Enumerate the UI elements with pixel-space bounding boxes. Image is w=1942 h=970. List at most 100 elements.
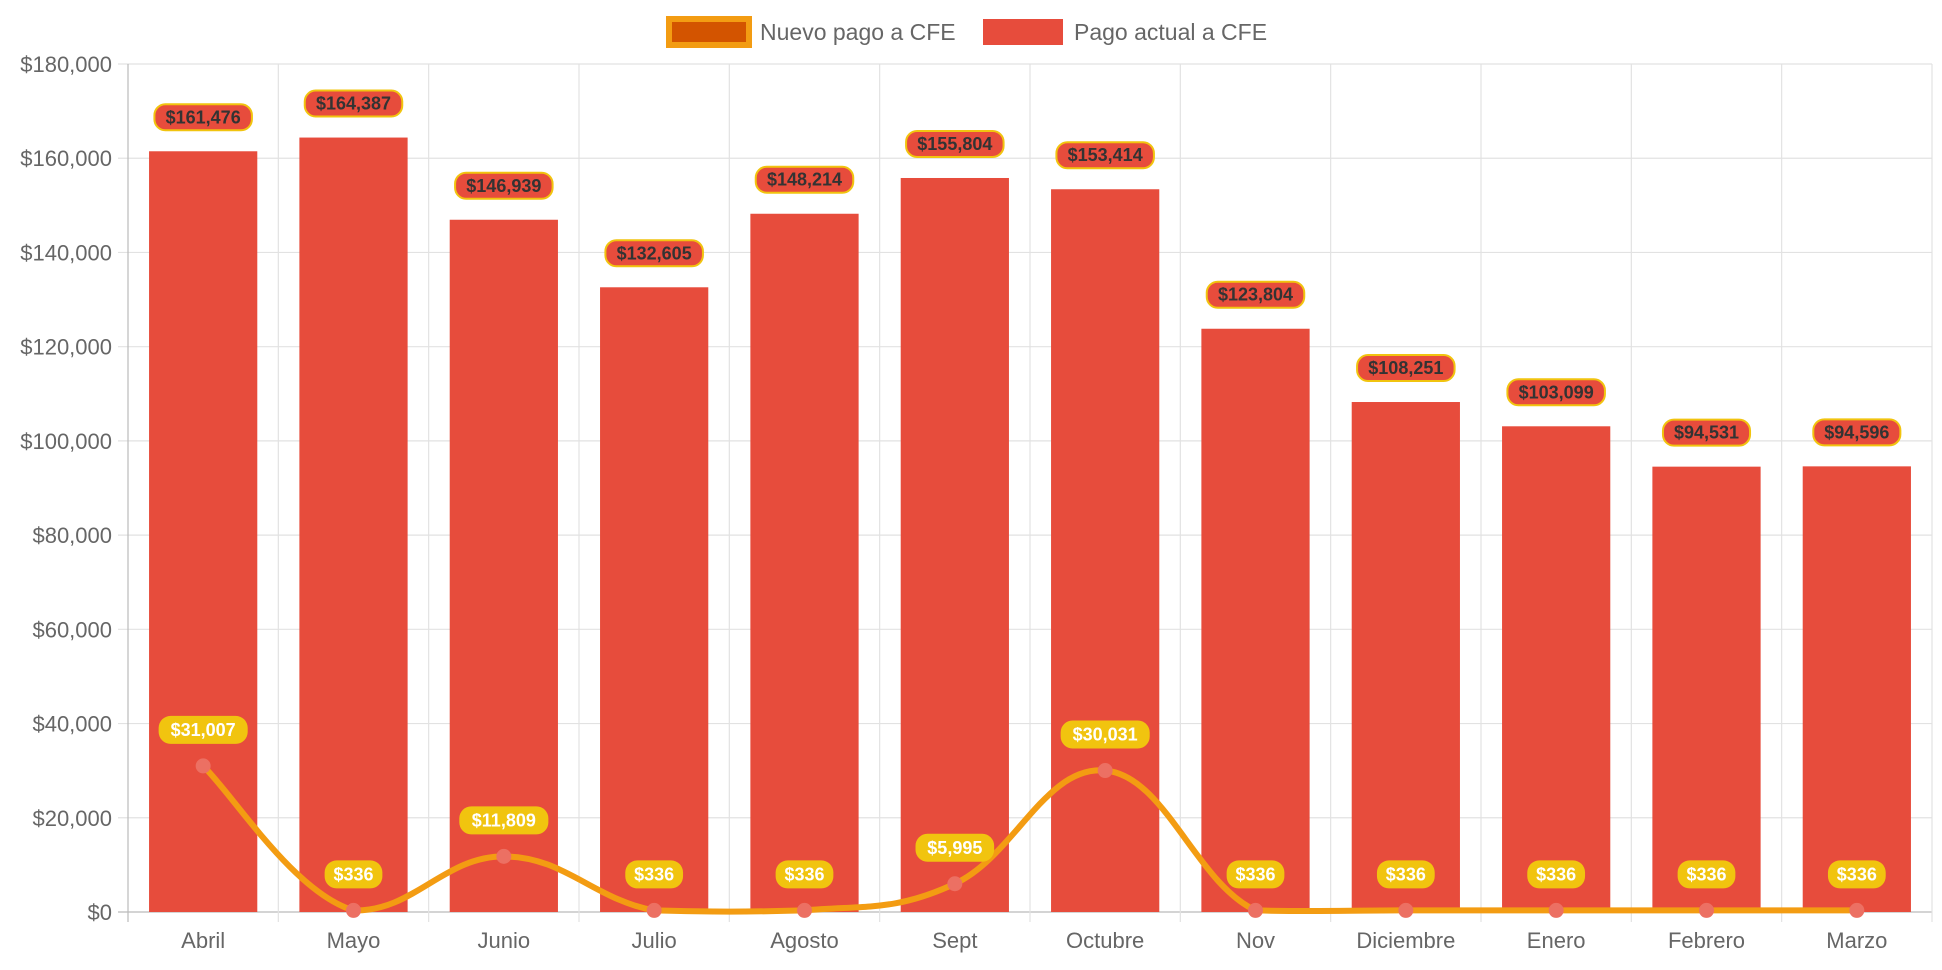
line-point[interactable] (797, 902, 812, 918)
x-tick-label: Diciembre (1356, 928, 1455, 953)
x-tick-label: Enero (1527, 928, 1586, 953)
bar-data-label: $155,804 (917, 134, 992, 154)
line-data-label: $5,995 (927, 838, 982, 858)
line-point[interactable] (947, 876, 963, 892)
bar-data-label: $123,804 (1218, 285, 1293, 305)
bar-label-bg (1506, 378, 1606, 407)
line-point[interactable] (1248, 902, 1263, 918)
y-tick-label: $80,000 (32, 523, 112, 548)
bar-label-bg (754, 165, 855, 194)
line-label-bg (775, 860, 834, 889)
bar-label-bg (454, 171, 554, 200)
legend-swatch-line[interactable] (666, 16, 752, 48)
line-point[interactable] (1398, 902, 1414, 918)
x-tick-label: Agosto (770, 928, 839, 953)
x-tick-label: Junio (478, 928, 531, 953)
line-data-label: $11,809 (472, 810, 536, 830)
line-data-label: $336 (1235, 864, 1275, 884)
line-label-bg (1827, 860, 1886, 889)
y-tick-label: $180,000 (20, 52, 112, 77)
bar[interactable] (1051, 189, 1160, 912)
line-data-label: $31,007 (171, 720, 236, 740)
bar-data-label: $94,531 (1674, 423, 1739, 443)
line-label-bg (459, 806, 549, 835)
legend-label-line[interactable]: Nuevo pago a CFE (760, 19, 956, 45)
grid-lines (118, 63, 1933, 922)
bar[interactable] (1502, 426, 1611, 912)
line-data-label: $336 (333, 864, 373, 884)
x-axis: Abril Mayo Junio Julio Agosto Sept Octubre Nov D… (181, 928, 1887, 953)
line-series (195, 758, 1865, 918)
line-label-bg (1376, 860, 1435, 889)
bar[interactable] (1351, 402, 1460, 912)
bar-label-bg (604, 239, 704, 268)
line-label-bg (625, 860, 684, 889)
x-tick-label: Octubre (1066, 928, 1144, 953)
bar[interactable] (149, 151, 258, 912)
line-point[interactable] (646, 902, 662, 918)
bar-data-label: $108,251 (1368, 358, 1443, 378)
line-label-bg (1060, 720, 1150, 749)
legend-label-bar[interactable]: Pago actual a CFE (1074, 19, 1267, 45)
y-tick-label: $20,000 (32, 806, 112, 831)
bar-data-label: $164,387 (316, 94, 391, 114)
line-data-label: $336 (1837, 864, 1877, 884)
x-tick-label: Mayo (327, 928, 381, 953)
x-tick-label: Julio (632, 928, 677, 953)
bar-data-label: $153,414 (1068, 145, 1143, 165)
x-tick-label: Marzo (1826, 928, 1887, 953)
bar[interactable] (449, 219, 558, 913)
bar-label-bg (905, 129, 1005, 158)
x-tick-label: Nov (1236, 928, 1275, 953)
bar-label-bg (303, 89, 404, 118)
bar[interactable] (299, 137, 408, 913)
line-data-label: $336 (1536, 864, 1576, 884)
line-point[interactable] (496, 848, 512, 864)
bar[interactable] (1201, 328, 1310, 912)
line-point[interactable] (1699, 902, 1714, 918)
bar-data-label: $132,605 (617, 243, 692, 263)
line-label-bg (324, 860, 383, 889)
bar-label-bg (1661, 418, 1752, 447)
line-data-label: $336 (784, 864, 824, 884)
bar[interactable] (750, 213, 859, 912)
bar-data-label: $103,099 (1519, 382, 1594, 402)
x-tick-label: Febrero (1668, 928, 1745, 953)
bar[interactable] (1802, 466, 1911, 912)
bar-data-label: $161,476 (166, 107, 241, 127)
y-tick-label: $0 (88, 900, 112, 925)
line-point[interactable] (1548, 902, 1564, 918)
y-tick-label: $160,000 (20, 146, 112, 171)
line-data-label: $30,031 (1073, 725, 1138, 745)
x-tick-label: Abril (181, 928, 225, 953)
bar[interactable] (900, 177, 1009, 912)
legend-swatch-bar[interactable] (983, 19, 1063, 45)
line-data-label: $336 (1686, 864, 1726, 884)
bar-label-bg (1812, 418, 1902, 447)
bar-label-bg (1055, 141, 1155, 170)
line-point[interactable] (195, 758, 211, 774)
line-point[interactable] (1097, 763, 1113, 779)
legend: Nuevo pago a CFE Pago actual a CFE (666, 16, 1267, 48)
line-data-label: $336 (1386, 864, 1426, 884)
y-tick-label: $60,000 (32, 617, 112, 642)
bar-data-label: $148,214 (767, 170, 842, 190)
bar[interactable] (600, 287, 709, 913)
line-label-bg (1527, 860, 1586, 889)
y-axis: $0 $20,000 $40,000 $60,000 $80,000 $100,000 $1… (20, 52, 112, 925)
y-tick-label: $100,000 (20, 429, 112, 454)
line-label-bg (158, 715, 248, 744)
bar-label-bg (1356, 354, 1456, 383)
line-label-bg (1226, 860, 1285, 889)
bar-data-label: $94,596 (1824, 422, 1889, 442)
data-labels: $161,476 $164,387 $146,939 $132,605 $148,214… (153, 89, 1902, 889)
line-label-bg (915, 833, 995, 862)
bar-data-label: $146,939 (466, 176, 541, 196)
bar-series (149, 137, 1911, 913)
line-point[interactable] (346, 902, 361, 918)
y-tick-label: $120,000 (20, 335, 112, 360)
line-point[interactable] (1849, 902, 1865, 918)
bar[interactable] (1652, 466, 1761, 912)
bar-label-bg (153, 103, 253, 132)
